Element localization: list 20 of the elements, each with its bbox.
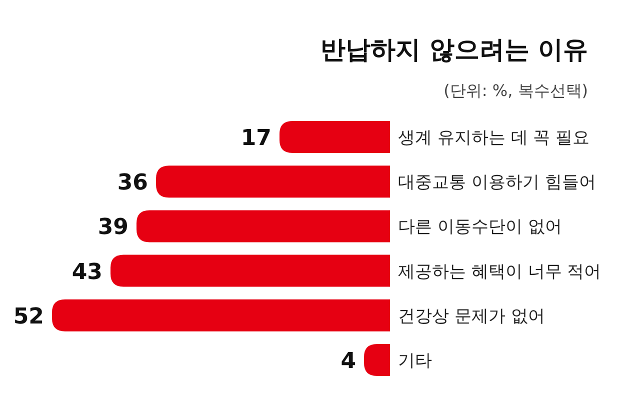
- data-label: 52: [13, 304, 44, 330]
- data-label: 4: [340, 349, 356, 374]
- y-tick-label: 건강상 문제가 없어: [398, 306, 545, 326]
- data-label: 36: [117, 170, 148, 196]
- y-tick-label: 기타: [398, 351, 432, 371]
- data-label: 39: [98, 215, 128, 240]
- data-label: 17: [240, 126, 272, 151]
- text: (단위: %, 복수선택): [444, 81, 588, 100]
- y-tick-label: 생계 유지하는 데 꼭 필요: [398, 128, 590, 148]
- bar: [136, 210, 390, 242]
- bar: [156, 166, 390, 198]
- bar: [280, 121, 390, 153]
- y-tick-label: 제공하는 혜택이 너무 적어: [398, 262, 602, 282]
- bar: [52, 299, 390, 332]
- bar: [110, 254, 390, 287]
- bar: [364, 344, 390, 376]
- y-tick-label: 다른 이동수단이 없어: [398, 217, 562, 238]
- text: 반납하지 않으려는 이유: [320, 35, 588, 64]
- y-tick-label: 대중교통 이용하기 힘들어: [398, 172, 596, 193]
- data-label: 43: [72, 260, 102, 285]
